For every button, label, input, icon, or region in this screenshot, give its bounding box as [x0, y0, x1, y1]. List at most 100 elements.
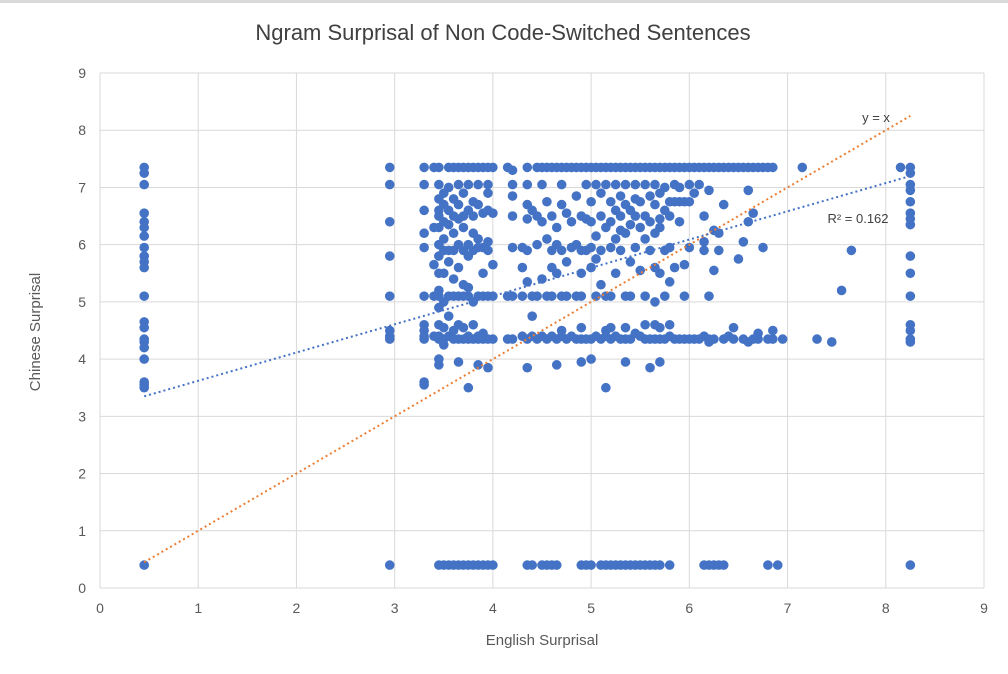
- data-point: [458, 222, 469, 233]
- data-point: [473, 179, 483, 190]
- x-tick-label: 8: [882, 600, 890, 616]
- data-point: [699, 245, 709, 256]
- data-point: [438, 322, 449, 333]
- data-point: [139, 354, 149, 364]
- data-point: [615, 191, 626, 201]
- data-point: [905, 268, 916, 279]
- data-point: [758, 242, 768, 253]
- data-point: [139, 262, 149, 273]
- data-point: [748, 208, 758, 218]
- data-points: [139, 162, 916, 570]
- x-axis-title: English Surprisal: [486, 632, 599, 649]
- gridlines: [99, 72, 985, 589]
- data-point: [139, 168, 149, 178]
- data-point: [537, 216, 547, 227]
- data-point: [768, 325, 778, 336]
- data-point: [522, 162, 533, 173]
- data-point: [384, 291, 395, 301]
- data-point: [635, 222, 646, 233]
- data-point: [571, 191, 582, 201]
- data-point: [434, 162, 444, 173]
- data-point: [591, 231, 601, 241]
- identity-line-label: y = x: [862, 110, 890, 125]
- data-point: [610, 234, 621, 244]
- data-point: [586, 560, 596, 570]
- data-point: [419, 334, 429, 344]
- data-point: [679, 291, 690, 301]
- data-point: [650, 297, 660, 307]
- data-point: [419, 380, 429, 390]
- data-point: [443, 257, 454, 267]
- data-point: [655, 357, 665, 367]
- data-point: [473, 360, 483, 370]
- data-point: [625, 291, 636, 301]
- data-point: [905, 219, 916, 230]
- data-point: [488, 162, 498, 173]
- data-point: [468, 319, 479, 330]
- data-point: [645, 362, 655, 373]
- data-point: [905, 185, 916, 196]
- data-point: [384, 560, 395, 570]
- data-point: [384, 179, 395, 190]
- x-tick-label: 7: [784, 600, 792, 616]
- data-point: [763, 560, 773, 570]
- data-point: [905, 325, 916, 336]
- data-point: [625, 257, 636, 267]
- data-point: [768, 334, 778, 344]
- data-point: [797, 162, 808, 173]
- data-point: [551, 360, 562, 370]
- y-axis-title: Chinese Surprisal: [27, 273, 44, 391]
- data-point: [630, 242, 641, 253]
- data-point: [453, 262, 464, 273]
- data-point: [846, 245, 857, 256]
- data-point: [620, 228, 631, 239]
- y-tick-label: 9: [78, 65, 86, 81]
- data-point: [645, 216, 655, 227]
- data-point: [507, 334, 518, 344]
- data-point: [591, 291, 601, 301]
- data-point: [659, 291, 670, 301]
- data-point: [596, 211, 606, 221]
- data-point: [714, 245, 724, 256]
- data-point: [488, 291, 498, 301]
- data-point: [483, 362, 493, 373]
- data-point: [566, 216, 577, 227]
- data-point: [895, 162, 906, 173]
- data-point: [655, 268, 665, 279]
- data-point: [620, 179, 631, 190]
- data-point: [139, 222, 149, 233]
- data-point: [689, 188, 700, 198]
- data-point: [655, 222, 665, 233]
- data-point: [532, 239, 542, 250]
- data-point: [601, 179, 611, 190]
- data-point: [547, 291, 557, 301]
- data-point: [728, 322, 739, 333]
- data-point: [488, 334, 498, 344]
- data-point: [743, 216, 754, 227]
- data-point: [384, 251, 395, 261]
- data-point: [655, 560, 665, 570]
- data-point: [605, 242, 616, 253]
- data-point: [458, 322, 469, 333]
- data-point: [547, 211, 557, 221]
- data-point: [463, 282, 474, 293]
- data-point: [664, 560, 675, 570]
- y-tick-label: 5: [78, 294, 86, 310]
- data-point: [483, 237, 493, 247]
- data-point: [620, 357, 631, 367]
- y-tick-label: 3: [78, 408, 86, 424]
- data-point: [905, 337, 916, 347]
- y-tick-label: 6: [78, 237, 86, 253]
- data-point: [551, 268, 562, 279]
- data-point: [453, 357, 464, 367]
- data-point: [468, 211, 479, 221]
- data-point: [522, 214, 533, 224]
- data-point: [384, 334, 395, 344]
- data-point: [551, 560, 562, 570]
- data-point: [438, 268, 449, 279]
- data-point: [655, 322, 665, 333]
- data-point: [768, 162, 778, 173]
- data-point: [610, 179, 621, 190]
- data-point: [443, 311, 454, 321]
